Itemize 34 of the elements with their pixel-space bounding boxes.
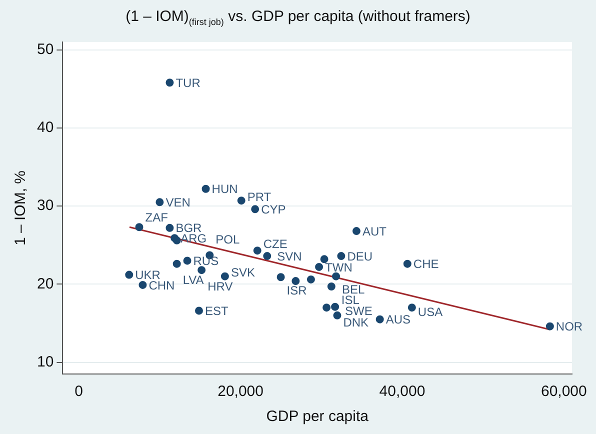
- x-tick-label: 60,000: [540, 383, 587, 400]
- x-axis-title: GDP per capita: [266, 408, 370, 426]
- x-tick-label: 40,000: [379, 383, 426, 400]
- annotation: TUR: [176, 76, 201, 90]
- annotation: CHE: [413, 257, 439, 272]
- annotation: VEN: [166, 195, 190, 210]
- annotation: SWE: [345, 304, 372, 318]
- annotation: NOR: [556, 320, 583, 334]
- annotation: RUS: [193, 254, 219, 268]
- x-tick-label: 20,000: [218, 383, 264, 400]
- annotation: HRV: [208, 279, 233, 294]
- annotation: LVA: [182, 273, 204, 288]
- chart-title: (1 – IOM)$_{(first job)}$ vs. GDP per capita (without framers): [124, 8, 472, 27]
- annotation: CYP: [261, 202, 286, 216]
- y-tick-label: 30: [36, 197, 54, 214]
- y-tick-label: 50: [36, 40, 54, 58]
- annotation: SVK: [230, 266, 255, 280]
- annotation: SVN: [277, 249, 302, 264]
- y-tick-label: 10: [36, 353, 54, 370]
- annotation: DNK: [343, 316, 369, 330]
- y-axis-title: 1 – IOM, %: [12, 170, 30, 246]
- y-tick-label: 40: [36, 119, 54, 136]
- annotation: PRT: [247, 190, 272, 204]
- annotation: AUS: [386, 312, 411, 327]
- annotation: ZAF: [145, 210, 168, 224]
- x-tick-label: 0: [74, 383, 84, 400]
- annotation: POL: [216, 232, 240, 247]
- annotation: EST: [204, 304, 229, 318]
- annotation: AUT: [362, 224, 388, 238]
- annotation: HUN: [212, 182, 238, 196]
- annotation: USA: [418, 304, 443, 319]
- annotation: CZE: [263, 236, 288, 251]
- annotation: ISR: [286, 283, 308, 298]
- y-tick-label: 20: [36, 275, 54, 292]
